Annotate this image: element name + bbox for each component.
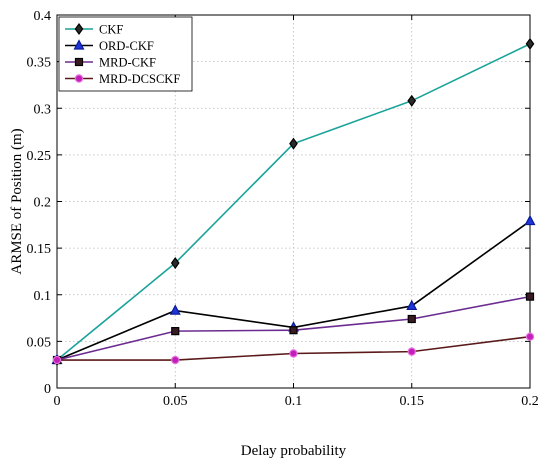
data-point [170,257,180,270]
data-point [406,299,418,311]
data-point [171,327,180,336]
x-tick-label: 0.15 [400,394,425,409]
data-point [171,355,180,365]
series-mrd-dcsckf [52,332,535,365]
legend-marker [73,39,85,50]
y-tick-label: 0.4 [34,9,52,24]
series-ckf [52,37,535,367]
legend-label: MRD-DCSCKF [99,72,180,86]
data-point [525,332,535,341]
data-point [407,94,417,107]
x-tick-label: 0.05 [163,394,188,409]
y-tick-label: 0.15 [27,242,52,257]
data-point [289,137,298,150]
legend-marker [74,74,84,83]
data-point [289,326,298,335]
data-point [289,349,298,358]
y-tick-label: 0.05 [27,335,52,350]
legend-label: MRD-CKF [99,56,156,70]
legend-item: ORD-CKF [65,39,154,53]
data-point [524,214,536,226]
axis-ticks: 0 0.05 0.1 0.15 0.2 0 0.05 0.1 0.15 0.2 0.25 0.3 0.3… [27,9,539,409]
series-group [51,37,536,367]
data-point [52,355,62,365]
legend-item: CKF [65,23,123,37]
y-tick-label: 0.2 [34,196,52,211]
x-tick-label: 0.2 [521,394,539,409]
legend-marker [74,22,84,36]
legend-label: ORD-CKF [99,39,154,53]
legend-marker [74,57,84,67]
data-point [169,304,181,315]
legend-item: MRD-DCSCKF [65,72,180,86]
data-point [525,292,535,301]
x-tick-label: 0 [54,394,61,409]
grid [57,15,530,388]
x-axis-label: Delay probability [241,443,347,459]
x-tick-label: 0.1 [285,394,303,409]
y-tick-label: 0.25 [27,149,52,164]
y-axis-label: ARMSE of Position (m) [9,128,25,274]
y-tick-label: 0 [44,382,51,397]
y-tick-label: 0.1 [34,289,52,304]
data-point [407,347,416,356]
legend-label: CKF [99,23,123,37]
y-tick-label: 0.35 [27,56,52,71]
data-point [525,37,535,50]
data-point [407,314,416,324]
y-tick-label: 0.3 [34,102,52,117]
legend-item: MRD-CKF [65,56,156,70]
legend: CKF ORD-CKF MRD-CKF MRD-DCSCKF [58,16,193,92]
